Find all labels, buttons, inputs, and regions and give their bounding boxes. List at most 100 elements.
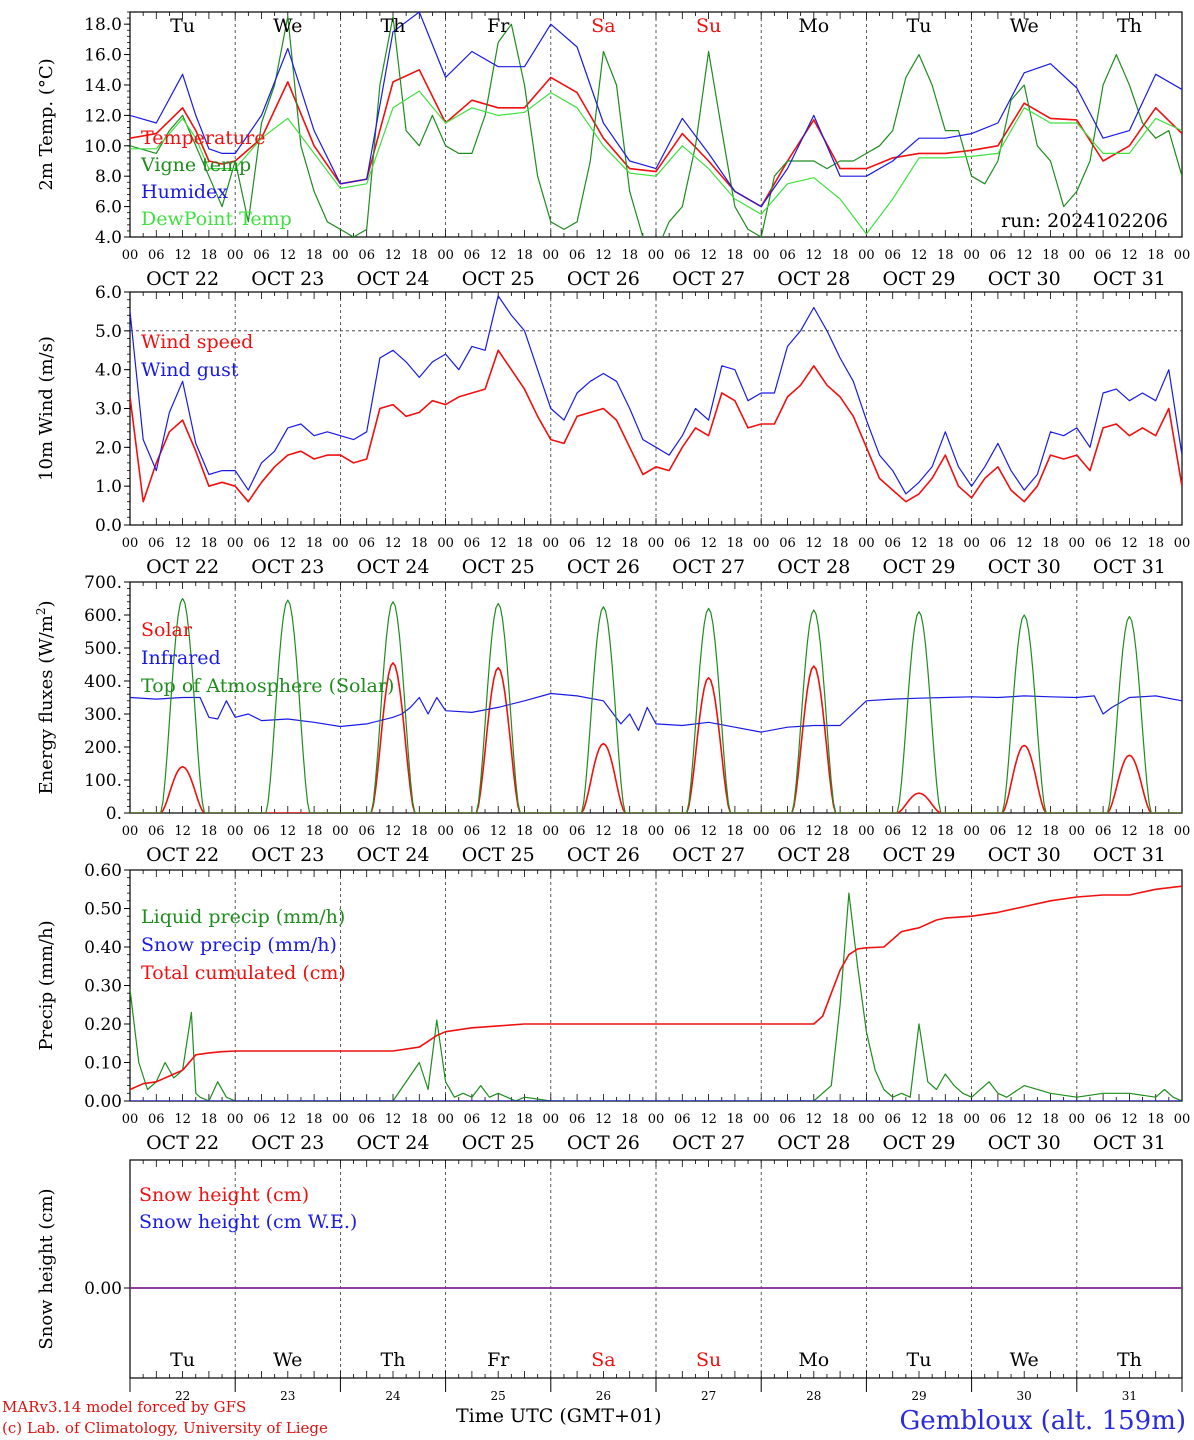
series-line-total-cumulated-cm- [130,885,1182,1091]
legend-entry: Temperature [141,127,265,149]
x-date-label: OCT 31 [1093,556,1166,578]
x-hour-label: 00 [1069,824,1086,839]
series-group [130,12,1182,237]
y-tick-label: 10.0 [84,137,122,157]
x-date-label: OCT 22 [146,1132,219,1154]
series-line-humidex [130,12,1182,208]
series-group [130,597,1182,813]
y-tick-label: 400. [84,672,122,692]
date-number-label: 22 [175,1389,190,1403]
weekday-label-top: Fr [487,15,510,37]
x-date-label: OCT 25 [462,1132,535,1154]
x-hour-label: 06 [569,248,586,263]
x-hour-label: 18 [832,824,849,839]
x-date-label: OCT 26 [567,1132,640,1154]
x-hour-label: 12 [806,824,823,839]
series-line-liquid-precip-mm-h- [130,892,1182,1101]
date-number-label: 26 [596,1389,611,1403]
y-tick-label: 100. [84,771,122,791]
x-date-label: OCT 25 [462,556,535,578]
series-line-wind-speed [130,349,1182,503]
x-hour-label: 00 [543,824,560,839]
y-tick-label: 600. [84,606,122,626]
x-hour-label: 00 [122,1112,139,1127]
x-hour-label: 18 [1042,248,1059,263]
x-hour-label: 18 [727,1112,744,1127]
x-hour-label: 18 [621,824,638,839]
x-hour-label: 06 [148,824,165,839]
x-hour-label: 18 [411,824,428,839]
x-hour-label: 00 [437,824,454,839]
x-hour-label: 18 [201,536,218,551]
x-hour-label: 00 [1069,248,1086,263]
legend-entry: Liquid precip (mm/h) [141,906,345,928]
x-hour-label: 00 [858,824,875,839]
y-axis-label: Precip (mm/h) [36,920,57,1050]
weekday-label-top: Mo [798,15,829,37]
x-hour-label: 18 [1042,1112,1059,1127]
x-hour-label: 00 [963,824,980,839]
x-date-label: OCT 29 [882,556,955,578]
weekday-label-bottom: We [1010,1349,1039,1371]
x-hour-label: 12 [911,248,928,263]
weekday-label-top: Tu [170,15,195,37]
weekday-label-top: Sa [591,15,615,37]
x-date-label: OCT 24 [356,556,429,578]
legend-entry: Wind speed [141,331,253,353]
x-hour-label: 18 [306,248,323,263]
x-hour-label: 12 [1016,248,1033,263]
x-hour-label: 06 [1095,248,1112,263]
x-hour-label: 00 [437,248,454,263]
x-date-label: OCT 29 [882,268,955,290]
date-number-label: 24 [385,1389,401,1403]
series-line-solar [130,662,1182,813]
x-hour-label: 06 [358,536,375,551]
x-hour-label: 12 [280,824,297,839]
x-hour-label: 06 [1095,824,1112,839]
lab-credit: (c) Lab. of Climatology, University of L… [2,1419,328,1437]
x-hour-label: 00 [648,824,665,839]
x-hour-label: 06 [358,824,375,839]
model-credit: MARv3.14 model forced by GFS [2,1398,247,1416]
panel-1: 4.0 6.0 8.0 10.0 12.0 14.0 16.0 18.0 2m Temp. (°… [36,11,1190,290]
weekday-label-bottom: Su [696,1349,721,1371]
x-hour-label: 12 [490,248,507,263]
x-hour-label: 00 [1174,1112,1191,1127]
x-hour-label: 06 [884,248,901,263]
x-hour-label: 18 [621,536,638,551]
series-line-infrared [130,692,1182,733]
y-tick-label: 0.60 [84,861,122,881]
x-hour-label: 12 [1016,824,1033,839]
x-date-label: OCT 30 [988,556,1061,578]
x-hour-label: 18 [306,1112,323,1127]
y-axis-label: 10m Wind (m/s) [36,336,57,481]
series-group [130,295,1182,503]
date-number-label: 31 [1122,1389,1137,1403]
y-tick-label: 12.0 [84,106,122,126]
x-hour-label: 00 [122,824,139,839]
x-hour-label: 00 [963,248,980,263]
x-date-label: OCT 28 [777,844,850,866]
date-number-label: 28 [806,1389,821,1403]
date-number-label: 27 [701,1389,716,1403]
weekday-label-top: Tu [907,15,932,37]
x-hour-label: 12 [174,824,191,839]
run-label: run: 2024102206 [1001,210,1168,232]
x-hour-label: 12 [595,1112,612,1127]
x-hour-label: 18 [937,824,954,839]
x-date-label: OCT 29 [882,844,955,866]
x-hour-label: 12 [911,1112,928,1127]
x-hour-label: 18 [516,248,533,263]
x-hour-label: 00 [1069,536,1086,551]
x-hour-label: 06 [990,248,1007,263]
x-date-label: OCT 25 [462,844,535,866]
y-tick-label: 2.0 [95,438,122,458]
x-hour-label: 12 [806,248,823,263]
x-hour-label: 12 [1121,1112,1138,1127]
x-date-label: OCT 23 [251,1132,324,1154]
y-tick-label: 0. [106,804,122,824]
y-tick-label: 1.0 [95,477,122,497]
x-hour-label: 12 [385,1112,402,1127]
x-hour-label: 00 [1174,824,1191,839]
